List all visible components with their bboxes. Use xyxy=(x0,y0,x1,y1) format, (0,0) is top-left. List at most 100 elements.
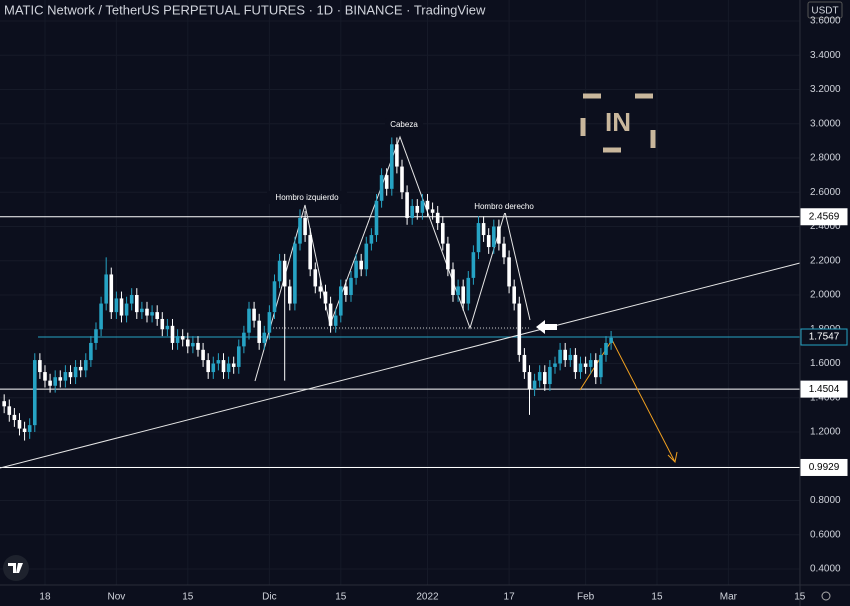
candle-body xyxy=(83,360,88,371)
axis: 0.40000.60000.80001.00001.20001.40001.60… xyxy=(39,16,848,603)
candle-body xyxy=(486,235,491,248)
candle-body xyxy=(196,342,200,350)
y-tick-label: 3.2000 xyxy=(810,84,841,95)
candle-body xyxy=(134,295,139,313)
candle-body xyxy=(568,354,573,361)
candle-body xyxy=(420,200,425,213)
candle-body xyxy=(2,401,6,407)
candle-body xyxy=(170,325,175,343)
x-tick-label: Mar xyxy=(720,592,738,603)
x-tick-label: 15 xyxy=(182,592,194,603)
candle-body xyxy=(440,223,445,244)
candle-body xyxy=(267,312,272,333)
candle-body xyxy=(160,318,165,330)
candle-body xyxy=(231,363,236,367)
settings-icon[interactable] xyxy=(821,591,831,601)
x-tick-label: 18 xyxy=(39,592,51,603)
candle-body xyxy=(379,175,384,201)
candle-body xyxy=(593,360,598,378)
candle-body xyxy=(277,260,282,282)
logo: IN xyxy=(580,93,656,153)
annotations: Hombro izquierdo Cabeza Hombro derecho xyxy=(267,118,542,213)
candle-body xyxy=(338,286,343,316)
level-label: 1.4504 xyxy=(809,384,840,395)
candle-body xyxy=(32,360,37,426)
candle-body xyxy=(410,205,414,218)
candle-body xyxy=(145,308,149,316)
candle-body xyxy=(155,312,159,319)
level-label: 0.9929 xyxy=(809,462,840,473)
candle-body xyxy=(318,286,323,292)
candle-body xyxy=(344,286,348,296)
candle-body xyxy=(22,428,27,433)
candle-body xyxy=(588,360,593,367)
candle-body xyxy=(17,420,22,429)
annotation-box xyxy=(385,118,423,131)
candle-body xyxy=(221,360,226,373)
candle-body xyxy=(333,315,338,326)
candle-body xyxy=(359,260,363,270)
tv-logo xyxy=(3,555,29,581)
candle-body xyxy=(497,226,501,244)
candle-body xyxy=(99,303,103,330)
candle-body xyxy=(563,349,567,361)
candle-body xyxy=(354,260,358,278)
candle-body xyxy=(435,212,440,224)
x-tick-label: Feb xyxy=(577,592,595,603)
candle-body xyxy=(476,223,481,253)
candle-body xyxy=(502,243,506,258)
arrow-head xyxy=(667,451,678,464)
levels xyxy=(0,216,800,468)
candle-body xyxy=(150,312,154,316)
candle-body xyxy=(53,377,57,386)
candle-body xyxy=(104,274,108,304)
candle-body xyxy=(211,363,216,373)
y-tick-label: 2.4000 xyxy=(810,221,841,232)
candle-body xyxy=(68,372,73,378)
candle-body xyxy=(63,372,68,381)
candle-body xyxy=(38,360,42,373)
y-tick-label: 2.0000 xyxy=(810,290,841,301)
candle-body xyxy=(236,346,241,367)
y-tick-label: 3.0000 xyxy=(810,118,841,129)
candle-body xyxy=(262,332,267,343)
y-tick-label: 2.6000 xyxy=(810,187,841,198)
candle-body xyxy=(226,363,231,373)
candle-body xyxy=(298,217,302,244)
annotation: Hombro izquierdo xyxy=(275,193,339,202)
y-tick-label: 0.6000 xyxy=(810,529,841,540)
candle-body xyxy=(451,269,455,296)
y-tick-label: 2.8000 xyxy=(810,153,841,164)
arrow-marker xyxy=(536,320,557,334)
candle-body xyxy=(604,342,608,355)
chart-title: MATIC Network / TetherUS PERPETUAL FUTUR… xyxy=(4,2,486,17)
candle-body xyxy=(109,274,114,313)
candle-body xyxy=(328,303,333,326)
y-unit: USDT xyxy=(811,6,838,17)
candle-body xyxy=(374,200,379,236)
candle-body xyxy=(430,209,435,213)
candle-body xyxy=(129,295,134,304)
candle-body xyxy=(558,349,562,364)
candle-body xyxy=(537,372,542,381)
candle-body xyxy=(287,286,292,304)
candle-body xyxy=(609,337,613,343)
annotation-box xyxy=(466,200,542,213)
candle-body xyxy=(185,339,190,347)
candle-body xyxy=(73,366,78,378)
candle-body xyxy=(272,281,277,313)
unit-box xyxy=(807,1,843,19)
annotation: Cabeza xyxy=(390,120,418,129)
candle-body xyxy=(216,360,221,364)
level-label-box xyxy=(800,328,848,346)
candle-body xyxy=(522,354,527,373)
level-label: 2.4569 xyxy=(809,211,840,222)
x-tick-label: Dic xyxy=(262,592,276,603)
candle-body xyxy=(43,372,47,381)
candle-body xyxy=(7,406,12,415)
candle-body xyxy=(456,286,460,296)
candle-body xyxy=(201,349,205,361)
tv-logo-mark xyxy=(8,563,23,573)
candle-body xyxy=(308,235,312,270)
